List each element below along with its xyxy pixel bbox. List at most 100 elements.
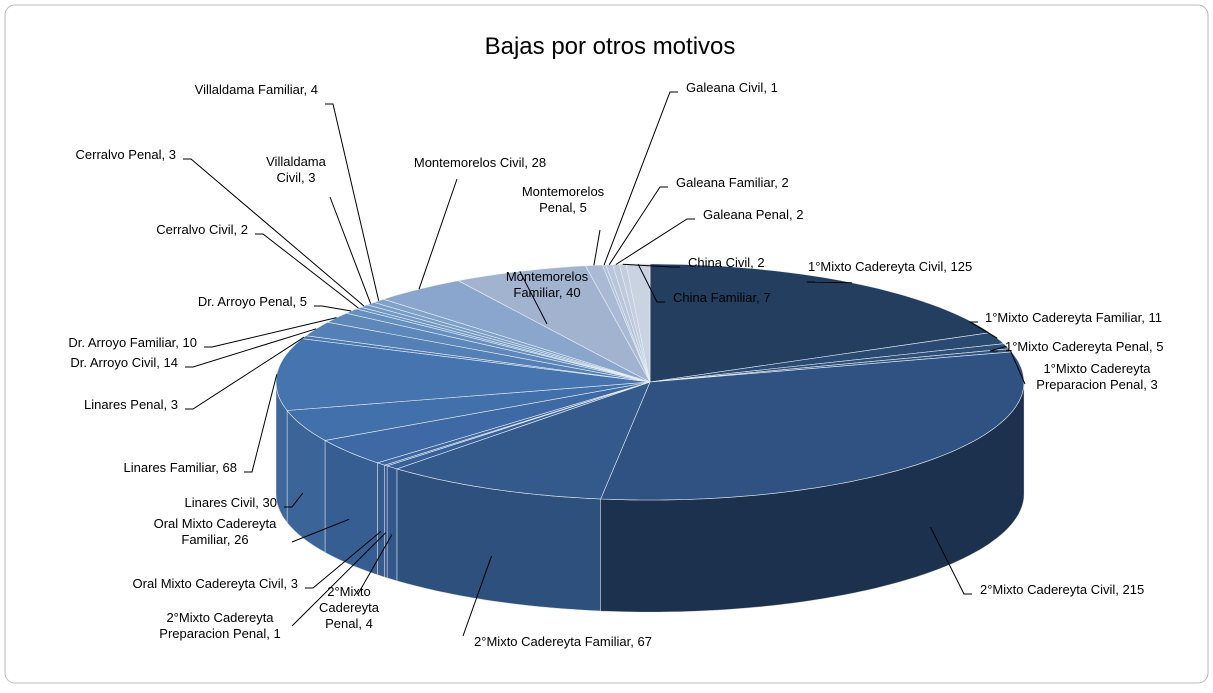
chart-title: Bajas por otros motivos <box>485 33 736 60</box>
pie-slice <box>395 381 651 500</box>
data-label-line: Galeana Familiar, 2 <box>676 175 789 190</box>
leader-line <box>357 534 393 595</box>
data-label-value: 5 <box>580 200 587 215</box>
leader-line <box>462 555 492 637</box>
pie-wall-shade <box>325 440 378 575</box>
data-label-line: Linares Civil, 30 <box>184 495 277 510</box>
leader-line <box>291 532 387 627</box>
data-label: Cerralvo Civil, 2 <box>156 222 248 237</box>
data-label-line: 1°Mixto Cadereyta Familiar, 11 <box>985 310 1162 325</box>
data-label-value: 11 <box>1148 310 1162 325</box>
leader-line <box>608 186 668 265</box>
data-label-line: Cerralvo Civil, 2 <box>156 222 248 237</box>
data-label-value: 2 <box>757 255 764 270</box>
data-label: Linares Penal, 3 <box>84 397 178 412</box>
data-label-value: 68 <box>223 460 237 475</box>
data-label-line: Galeana Civil, 1 <box>686 80 778 95</box>
data-label: 1°Mixto Cadereyta Civil, 125 <box>808 259 972 274</box>
data-label: Galeana Familiar, 2 <box>676 175 789 190</box>
data-label-line: Galeana Penal, 2 <box>703 207 803 222</box>
pie-wall-shade <box>276 382 288 523</box>
data-label-value: 1 <box>273 626 280 641</box>
data-label-line: Oral Mixto Cadereyta Civil, 3 <box>133 576 298 591</box>
data-label-line: China Civil, 2 <box>688 255 765 270</box>
leader-line <box>989 345 1007 352</box>
data-label: China Familiar, 7 <box>673 290 771 305</box>
data-label-line: Cadereyta <box>319 600 380 615</box>
pie-slice <box>286 381 651 441</box>
data-label-value: 3 <box>171 397 178 412</box>
pie-wall-shade <box>377 462 385 578</box>
leader-line <box>305 530 382 589</box>
pie-slice <box>457 265 651 383</box>
data-label-line: 1°Mixto Cadereyta Civil, 125 <box>808 259 972 274</box>
data-label: 2°Mixto Cadereyta Civil, 215 <box>980 582 1144 597</box>
data-label: Dr. Arroyo Civil, 14 <box>70 355 178 370</box>
data-label-line: China Familiar, 7 <box>673 290 771 305</box>
leader-line <box>284 492 304 508</box>
data-label: Villaldama Civil, 3 <box>266 154 327 185</box>
data-label-value: 26 <box>234 532 248 547</box>
data-label-line: Cerralvo Penal, 3 <box>76 147 176 162</box>
data-label-line: Linares Familiar, 68 <box>124 460 237 475</box>
data-label: Dr. Arroyo Penal, 5 <box>198 294 307 309</box>
data-label-value: 4 <box>311 82 318 97</box>
leader-line <box>314 305 352 312</box>
data-label: Montemorelos Familiar, 40 <box>506 269 589 300</box>
data-label-value: 7 <box>763 290 770 305</box>
leader-line <box>185 336 305 410</box>
leader-line <box>244 374 278 473</box>
leader-line <box>255 233 359 309</box>
leader-line <box>325 103 380 301</box>
data-label-value: 40 <box>566 285 580 300</box>
leader-line <box>183 158 365 307</box>
data-label: Dr. Arroyo Familiar, 10 <box>68 335 197 350</box>
data-label-line: Penal, 4 <box>325 616 373 631</box>
leader-line <box>637 263 665 303</box>
pie-slice <box>600 351 1025 501</box>
leader-line <box>204 317 337 348</box>
data-label-line: Villaldama Familiar, 4 <box>195 82 318 97</box>
data-label: Montemorelos Civil, 28 <box>414 155 546 170</box>
leader-line <box>806 281 852 284</box>
data-label: 2°Mixto Cadereyta Penal, 4 <box>319 584 380 631</box>
data-label: 1°Mixto Cadereyta Penal, 5 <box>1005 339 1163 354</box>
pie-wall-shade <box>396 468 601 611</box>
data-label: Villaldama Familiar, 4 <box>195 82 318 97</box>
data-label-line: 2°Mixto Cadereyta Familiar, 67 <box>474 634 652 649</box>
data-label-value: 3 <box>291 576 298 591</box>
data-label-line: Familiar, 40 <box>513 285 580 300</box>
data-label: Oral Mixto Cadereyta Familiar, 26 <box>154 516 278 547</box>
leader-line <box>291 518 350 543</box>
data-label-line: 2°Mixto <box>327 584 371 599</box>
pie-wall-shade <box>287 410 325 553</box>
leader-line <box>968 321 998 339</box>
data-label-line: Oral Mixto Cadereyta <box>154 516 278 531</box>
data-label-line: 1°Mixto Cadereyta Penal, 5 <box>1005 339 1163 354</box>
data-label-line: Dr. Arroyo Familiar, 10 <box>68 335 197 350</box>
data-label-line: 2°Mixto Cadereyta Civil, 215 <box>980 582 1144 597</box>
data-label: Galeana Penal, 2 <box>703 207 803 222</box>
pie-wall-shade <box>600 382 1024 612</box>
leader-line <box>418 178 458 290</box>
data-label-line: Montemorelos Civil, 28 <box>414 155 546 170</box>
data-label-value: 28 <box>532 155 546 170</box>
data-label-line: Montemorelos <box>522 184 605 199</box>
data-label: Linares Familiar, 68 <box>124 460 237 475</box>
data-label-value: 10 <box>183 335 197 350</box>
pie-slice <box>324 381 651 464</box>
leader-line <box>603 91 678 266</box>
data-label: Montemorelos Penal, 5 <box>522 184 605 215</box>
data-label-line: Dr. Arroyo Penal, 5 <box>198 294 307 309</box>
leader-line <box>615 218 695 265</box>
data-label-line: Penal, 5 <box>539 200 587 215</box>
data-label-line: Civil, 3 <box>276 170 315 185</box>
data-label: Cerralvo Penal, 3 <box>76 147 176 162</box>
data-label: 1°Mixto Cadereyta Preparacion Penal, 3 <box>1036 361 1157 392</box>
data-label-value: 125 <box>950 259 972 274</box>
data-label-line: Linares Penal, 3 <box>84 397 178 412</box>
data-label-line: Preparacion Penal, 3 <box>1036 377 1157 392</box>
data-label: Galeana Civil, 1 <box>686 80 778 95</box>
data-label-value: 2 <box>796 207 803 222</box>
